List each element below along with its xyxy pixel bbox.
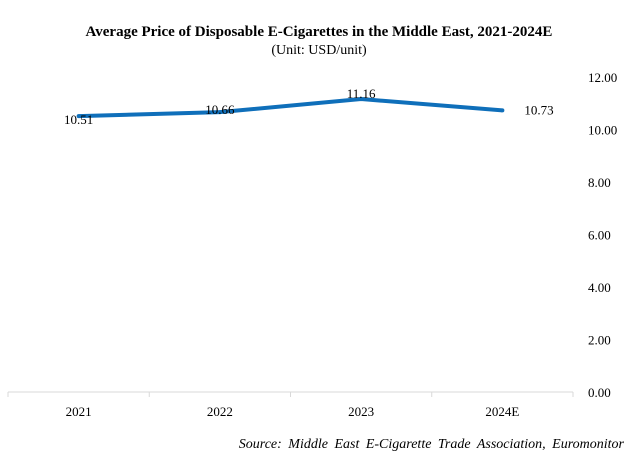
data-point [359, 97, 364, 102]
data-point [217, 110, 222, 115]
x-tick-label: 2021 [66, 404, 92, 419]
series-line [78, 97, 503, 119]
y-tick-label: 10.00 [588, 123, 617, 138]
data-label: 10.51 [64, 112, 93, 127]
y-tick-label: 8.00 [588, 175, 611, 190]
data-point [500, 108, 505, 113]
y-tick-label: 4.00 [588, 280, 611, 295]
y-tick-label: 0.00 [588, 385, 611, 400]
chart-title: Average Price of Disposable E-Cigarettes… [85, 24, 553, 40]
x-tick-label: 2022 [207, 404, 233, 419]
data-label: 10.66 [205, 102, 235, 117]
chart-subtitle: (Unit: USD/unit) [271, 43, 367, 58]
data-label: 11.16 [347, 86, 376, 101]
x-tick-label: 2023 [348, 404, 374, 419]
y-tick-label: 12.00 [588, 70, 617, 85]
data-label: 10.73 [524, 102, 553, 117]
source-note: Source: Middle East E-Cigarette Trade As… [238, 437, 624, 452]
y-tick-label: 6.00 [588, 228, 611, 243]
data-point [76, 114, 81, 119]
x-tick-label: 2024E [485, 404, 519, 419]
y-tick-label: 2.00 [588, 333, 611, 348]
